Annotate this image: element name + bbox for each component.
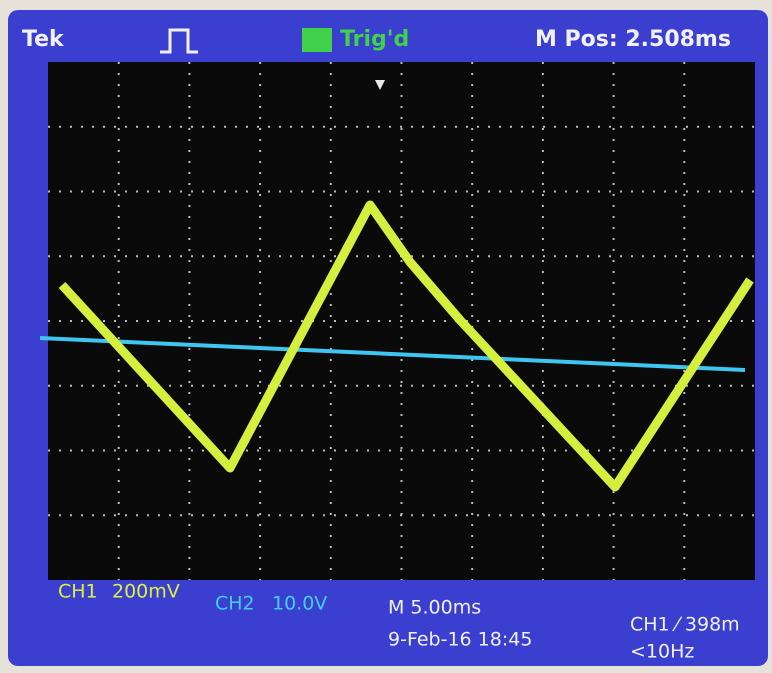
brand: Tek (22, 27, 65, 52)
ch2-scale: 10.0V (272, 593, 327, 615)
date: 9-Feb-16 18:45 (388, 629, 532, 651)
ch1-label: CH1 (58, 581, 98, 603)
ch1-scale: 200mV (112, 581, 180, 603)
trigger-status: Trig'd (340, 27, 409, 52)
ch2-label: CH2 (215, 593, 255, 615)
page: {"header": {"brand": "Tek", "trigger_sta… (0, 0, 772, 673)
trigger-indicator (302, 28, 332, 52)
timebase: M 5.00ms (388, 597, 481, 619)
frequency: <10Hz (630, 641, 694, 663)
position: M Pos: 2.508ms (535, 27, 731, 52)
trigger-level: CH1 ⁄ 398m (630, 614, 740, 636)
oscilloscope-display: Tek Trig'd M Pos: 2.508ms CH1 200mV CH2 … (0, 0, 772, 673)
